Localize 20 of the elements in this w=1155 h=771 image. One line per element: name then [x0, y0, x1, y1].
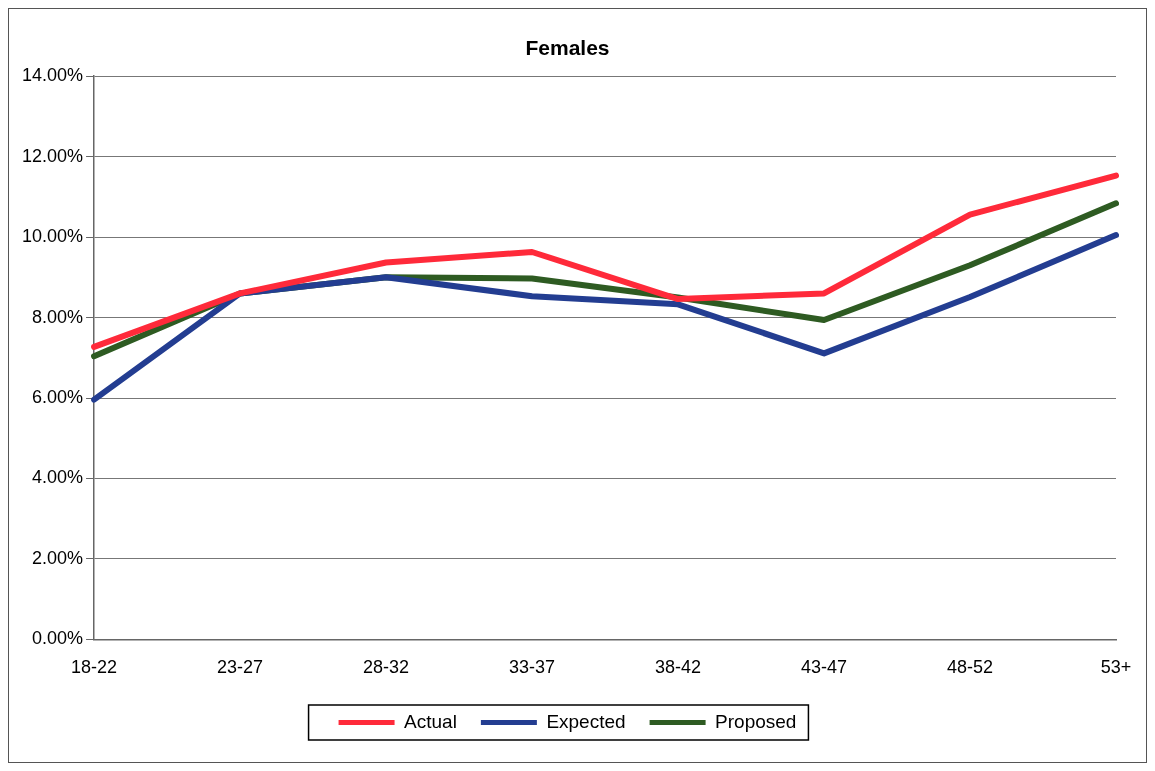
- x-tick-label: 38-42: [655, 657, 702, 678]
- x-tick-label: 33-37: [509, 657, 556, 678]
- legend-label: Expected: [546, 710, 626, 732]
- y-tick-label: 10.00%: [21, 226, 84, 247]
- legend-label: Actual: [404, 710, 457, 732]
- x-tick-label: 18-22: [71, 657, 118, 678]
- y-tick-label: 8.00%: [32, 306, 84, 327]
- y-tick-label: 0.00%: [32, 628, 84, 649]
- y-tick-label: 12.00%: [21, 145, 84, 166]
- legend-label: Proposed: [715, 710, 797, 732]
- chart-title: Females: [525, 36, 610, 60]
- y-tick-label: 2.00%: [32, 547, 84, 568]
- x-tick-label: 43-47: [800, 657, 848, 678]
- x-tick-label: 28-32: [363, 657, 410, 678]
- x-tick-label: 23-27: [217, 657, 264, 678]
- x-tick-label: 53+: [1100, 657, 1132, 678]
- y-tick-label: 6.00%: [32, 387, 84, 407]
- x-tick-label: 48-52: [946, 657, 994, 678]
- y-tick-label: 4.00%: [32, 467, 84, 488]
- y-tick-label: 14.00%: [21, 65, 84, 86]
